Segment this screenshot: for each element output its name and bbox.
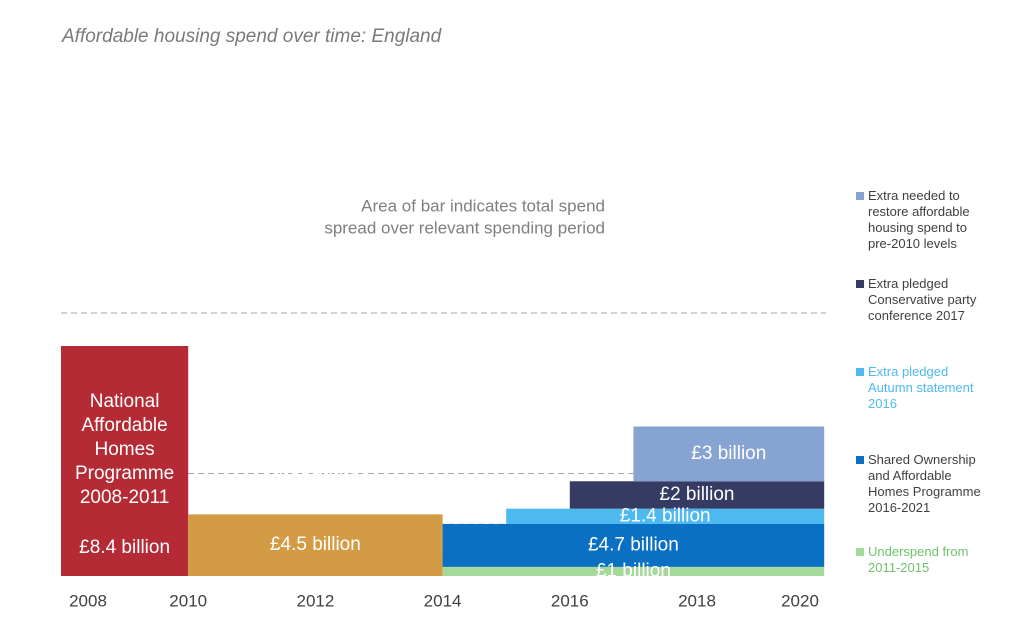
legend-swatch (856, 456, 864, 464)
legend-item: Extra pledged Autumn statement 2016 (856, 364, 1016, 412)
legend-label: Shared Ownership and Affordable Homes Prog… (868, 452, 981, 515)
legend-label: Underspend from 2011-2015 (868, 544, 969, 575)
bar-value-label: £1.4 billion (620, 505, 711, 526)
bar-label-line: Programme (75, 463, 174, 484)
bar-value-label: £4.5 billion (270, 534, 361, 555)
bar-6 (633, 426, 825, 482)
bar-5 (569, 481, 825, 509)
legend-item: Extra needed to restore affordable housing… (856, 188, 1016, 252)
bar-value-label: £4.7 billion (588, 534, 679, 555)
x-tick-label: 2010 (169, 591, 207, 610)
bar-label-line: Homes (95, 439, 155, 460)
x-tick-label: 2014 (424, 591, 462, 610)
legend-item: Underspend from 2011-2015 (856, 544, 1016, 576)
bar-label-line: Affordable (272, 412, 358, 433)
x-tick-label: 2020 (781, 591, 819, 610)
bar-label-line: Affordable (81, 415, 167, 436)
chart-title: Affordable housing spend over time: Engl… (62, 26, 442, 47)
bar-3 (442, 523, 825, 567)
bar-label-line: Programme (266, 460, 365, 481)
legend-item: Extra pledged Conservative party conferenc… (856, 276, 1016, 324)
bar-label-line: Homes (285, 436, 345, 457)
legend-swatch (856, 368, 864, 376)
x-tick-label: 2012 (296, 591, 334, 610)
legend-item: Shared Ownership and Affordable Homes Prog… (856, 452, 1016, 516)
bar-1 (188, 514, 443, 576)
x-tick-label: 2016 (551, 591, 589, 610)
legend-swatch (856, 192, 864, 200)
bar-label-line: 2008-2011 (80, 487, 169, 508)
bar-value-label: £1 billion (596, 560, 671, 581)
bar-label-line: National (90, 391, 160, 412)
bar-value-label: £2 billion (660, 484, 735, 505)
legend-swatch (856, 548, 864, 556)
annotation-line: spread over relevant spending period (324, 218, 605, 237)
bar-value-label: £3 billion (691, 443, 766, 464)
legend-label: Extra needed to restore affordable housing… (868, 188, 970, 251)
legend-label: Extra pledged Autumn statement 2016 (868, 364, 974, 411)
bar-label-line: 2011-2015 (271, 484, 360, 505)
annotation-line: Area of bar indicates total spend (361, 196, 605, 215)
bar-4 (506, 508, 825, 524)
bar-0 (61, 346, 189, 576)
bar-2 (442, 566, 825, 576)
x-tick-label: 2008 (69, 591, 107, 610)
bar-value-label: £8.4 billion (79, 537, 170, 558)
legend-label: Extra pledged Conservative party conferenc… (868, 276, 977, 323)
legend-swatch (856, 280, 864, 288)
x-tick-label: 2018 (678, 591, 716, 610)
